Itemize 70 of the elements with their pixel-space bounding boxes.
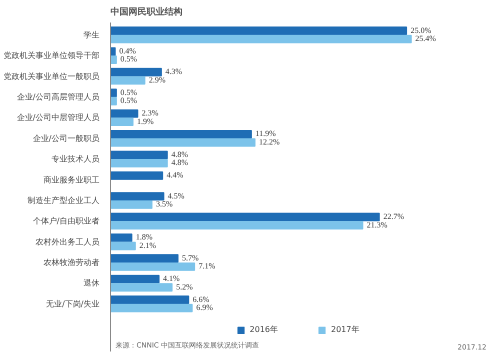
bar (110, 233, 132, 242)
data-label: 2.3% (142, 108, 159, 118)
bar (110, 88, 117, 98)
data-label: 5.7% (182, 253, 199, 262)
data-label: 25.4% (415, 34, 436, 44)
bar (110, 158, 168, 168)
bar (110, 304, 193, 312)
data-label: 4.1% (163, 274, 180, 284)
bar (110, 96, 117, 106)
bar (110, 212, 380, 222)
y-tick-label: 企业/公司一般职员 (32, 134, 100, 143)
y-tick-label: 企业/公司高层管理人员 (16, 92, 100, 102)
data-label: 5.2% (176, 282, 194, 292)
data-label: 21.3% (366, 220, 388, 230)
data-label: 0.4% (119, 46, 136, 56)
y-tick-label: 党政机关事业单位一般职员 (4, 72, 100, 81)
bar (110, 221, 364, 230)
bar (110, 262, 196, 271)
data-label: 6.9% (196, 303, 214, 312)
bar (110, 34, 412, 44)
data-label: 1.9% (137, 116, 154, 126)
bar (110, 68, 162, 76)
y-tick-label: 农村外出务工人员 (36, 237, 100, 246)
y-tick-label: 学生 (84, 30, 100, 40)
bar (110, 138, 256, 147)
data-label: 0.5% (120, 96, 138, 106)
y-tick-label: 企业/公司中层管理人员 (16, 113, 100, 122)
y-tick-label: 个体户/自由职业者 (32, 216, 100, 226)
data-label: 4.3% (165, 67, 182, 76)
bar (110, 56, 117, 64)
chart-title: 中国网民职业结构 (110, 6, 182, 18)
data-label: 11.9% (255, 129, 276, 138)
data-label: 4.5% (168, 191, 185, 200)
data-label: 4.4% (166, 170, 184, 180)
bar (110, 274, 160, 284)
bar (110, 150, 168, 160)
data-label: 4.8% (171, 150, 188, 159)
y-tick-label: 专业技术人员 (52, 154, 100, 164)
y-tick-label: 无业/下岗/失业 (46, 299, 100, 308)
data-label: 0.5% (120, 54, 138, 64)
data-label: 6.6% (192, 294, 210, 304)
data-label: 1.8% (136, 232, 153, 242)
bar (110, 192, 164, 201)
bar (110, 283, 173, 292)
y-tick-label: 退休 (84, 278, 100, 288)
bar (110, 76, 146, 85)
y-tick-label: 农林牧渔劳动者 (44, 258, 100, 268)
bar (110, 171, 164, 180)
data-label: 0.5% (120, 88, 138, 97)
bar (110, 200, 152, 209)
bar (110, 296, 190, 304)
legend-label: 2017年 (331, 324, 360, 335)
data-label: 12.2% (258, 138, 280, 147)
data-label: 3.5% (156, 200, 173, 209)
y-tick-label: 制造生产型企业工人 (28, 196, 100, 205)
y-tick-label: 商业服务业职工 (44, 175, 100, 184)
bar (110, 130, 252, 138)
data-label: 25.0% (410, 26, 432, 35)
bar (110, 254, 178, 263)
bar (110, 26, 408, 35)
bar (110, 242, 136, 250)
data-label: 4.8% (171, 158, 188, 168)
bar (110, 118, 134, 126)
data-label: 7.1% (198, 262, 216, 271)
y-tick-label: 党政机关事业单位领导干部 (4, 51, 100, 60)
data-label: 22.7% (383, 212, 404, 222)
bar (110, 109, 138, 118)
legend-label: 2016年 (250, 324, 278, 335)
data-label: 2.1% (139, 240, 156, 250)
data-label: 2.9% (148, 75, 166, 84)
